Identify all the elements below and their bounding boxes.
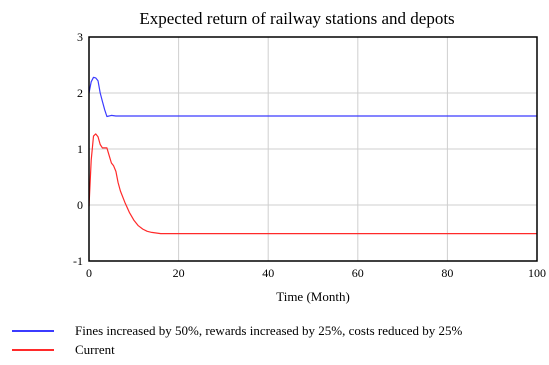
series-line-1 [88,76,537,118]
x-tick-label: 40 [262,266,274,280]
legend-label-1: Fines increased by 50%, rewards increase… [75,323,463,338]
x-tick-label: 100 [528,266,546,280]
series-line-2 [88,133,537,235]
series-lines [88,76,537,235]
legend-label-2: Current [75,342,115,357]
y-tick-label: -1 [73,254,83,268]
x-tick-label: 20 [173,266,185,280]
x-tick-labels: 0 20 40 60 80 100 [86,266,546,280]
x-tick-label: 0 [86,266,92,280]
chart-title: Expected return of railway stations and … [139,9,454,28]
y-tick-labels: -1 0 1 2 3 [73,30,83,268]
x-tick-label: 80 [441,266,453,280]
y-tick-label: 3 [77,30,83,44]
y-tick-label: 0 [77,198,83,212]
legend: Fines increased by 50%, rewards increase… [12,323,463,357]
plot-frame [88,36,538,262]
y-tick-label: 1 [77,142,83,156]
x-axis-label: Time (Month) [276,289,350,304]
y-tick-label: 2 [77,86,83,100]
x-tick-label: 60 [352,266,364,280]
grid-lines [89,37,537,261]
